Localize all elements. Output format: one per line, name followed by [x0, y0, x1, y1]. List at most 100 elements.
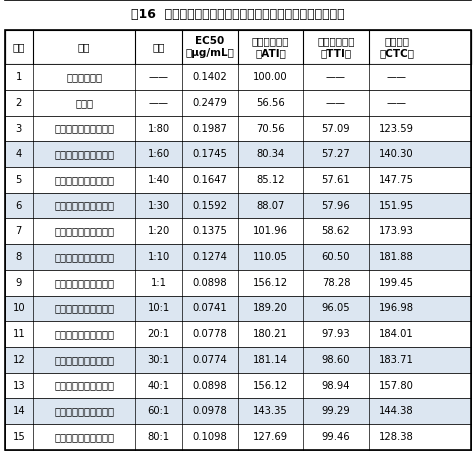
Text: 0.0774: 0.0774 [193, 355, 228, 365]
Bar [5, 296, 471, 321]
Text: 30:1: 30:1 [148, 355, 170, 365]
Text: 0.0898: 0.0898 [193, 381, 228, 391]
Text: 98.60: 98.60 [322, 355, 350, 365]
Text: 咯唑磺磺胺脲：醚菌酯: 咯唑磺磺胺脲：醚菌酯 [54, 303, 114, 313]
Text: 199.45: 199.45 [379, 278, 414, 288]
Text: 78.28: 78.28 [322, 278, 350, 288]
Text: 0.1402: 0.1402 [193, 72, 228, 82]
Text: 咯唑磺磺胺脲：醚菌酯: 咯唑磺磺胺脲：醚菌酯 [54, 226, 114, 236]
Bar [5, 167, 471, 193]
Text: 7: 7 [16, 226, 22, 236]
Text: 98.94: 98.94 [322, 381, 350, 391]
Bar [5, 424, 471, 450]
Text: 147.75: 147.75 [379, 175, 414, 185]
Text: 57.27: 57.27 [322, 149, 350, 159]
Text: 80:1: 80:1 [148, 432, 170, 442]
Text: 0.1745: 0.1745 [193, 149, 228, 159]
Text: 1:80: 1:80 [148, 123, 170, 134]
Text: 6: 6 [16, 201, 22, 211]
Text: 处置: 处置 [78, 42, 90, 52]
Text: 1:10: 1:10 [148, 252, 170, 262]
Text: 11: 11 [12, 329, 25, 339]
Text: 0.1375: 0.1375 [193, 226, 228, 236]
Text: 4: 4 [16, 149, 22, 159]
Text: 1:30: 1:30 [148, 201, 170, 211]
Bar [5, 398, 471, 424]
Bar [5, 90, 471, 116]
Text: 咯唑磺磺胺脲：醚菌酯: 咯唑磺磺胺脲：醚菌酯 [54, 355, 114, 365]
Bar [5, 193, 471, 218]
Text: 80.34: 80.34 [257, 149, 285, 159]
Text: 156.12: 156.12 [253, 278, 288, 288]
Text: 189.20: 189.20 [253, 303, 288, 313]
Text: 表16  咯唑磺胺脲和醚菌酯复配对黄瓜霜霉病的毒力测定结果: 表16 咯唑磺胺脲和醚菌酯复配对黄瓜霜霉病的毒力测定结果 [131, 8, 345, 22]
Text: ——: —— [326, 72, 346, 82]
Bar [5, 30, 471, 64]
Bar [5, 270, 471, 296]
Text: 1:1: 1:1 [151, 278, 167, 288]
Text: 88.07: 88.07 [257, 201, 285, 211]
Text: 咯唑磺磺胺脲：醚菌酯: 咯唑磺磺胺脲：醚菌酯 [54, 278, 114, 288]
Text: ——: —— [326, 98, 346, 108]
Text: 96.05: 96.05 [322, 303, 350, 313]
Text: 70.56: 70.56 [257, 123, 285, 134]
Text: 咯唑磺磺胺脲：醚菌酯: 咯唑磺磺胺脲：醚菌酯 [54, 432, 114, 442]
Text: 咯唑磺磺胺脲: 咯唑磺磺胺脲 [66, 72, 102, 82]
Text: 咯唑磺磺胺脲：醚菌酯: 咯唑磺磺胺脲：醚菌酯 [54, 252, 114, 262]
Text: ——: —— [149, 72, 169, 82]
Text: 9: 9 [16, 278, 22, 288]
Text: 184.01: 184.01 [379, 329, 414, 339]
Text: 醚菌酯: 醚菌酯 [75, 98, 93, 108]
Text: 1:60: 1:60 [148, 149, 170, 159]
Text: 0.2479: 0.2479 [193, 98, 228, 108]
Text: 0.0741: 0.0741 [193, 303, 228, 313]
Text: 181.88: 181.88 [379, 252, 414, 262]
Bar [5, 64, 471, 90]
Text: 110.05: 110.05 [253, 252, 288, 262]
Text: 156.12: 156.12 [253, 381, 288, 391]
Text: 1:40: 1:40 [148, 175, 170, 185]
Text: 5: 5 [16, 175, 22, 185]
Text: 咯唑磺磺胺脲：醚菌酯: 咯唑磺磺胺脲：醚菌酯 [54, 406, 114, 416]
Text: 60.50: 60.50 [322, 252, 350, 262]
Text: 实测毒力指数
（ATI）: 实测毒力指数 （ATI） [252, 36, 289, 58]
Text: 60:1: 60:1 [148, 406, 170, 416]
Text: 咯唑磺磺胺脲：醚菌酯: 咯唑磺磺胺脲：醚菌酯 [54, 149, 114, 159]
Text: 57.96: 57.96 [322, 201, 350, 211]
Text: 咯唑磺磺胺脲：醚菌酯: 咯唑磺磺胺脲：醚菌酯 [54, 329, 114, 339]
Text: 99.46: 99.46 [322, 432, 350, 442]
Text: 共毒系数
（CTC）: 共毒系数 （CTC） [379, 36, 414, 58]
Text: 咯唑磺磺胺脲：醚菌酯: 咯唑磺磺胺脲：醚菌酯 [54, 201, 114, 211]
Text: 196.98: 196.98 [379, 303, 414, 313]
Text: 0.1274: 0.1274 [193, 252, 228, 262]
Text: 101.96: 101.96 [253, 226, 288, 236]
Text: 143.35: 143.35 [253, 406, 288, 416]
Text: ——: —— [149, 98, 169, 108]
Text: 1:20: 1:20 [148, 226, 170, 236]
Text: 1: 1 [16, 72, 22, 82]
Text: 151.95: 151.95 [379, 201, 414, 211]
Text: 157.80: 157.80 [379, 381, 414, 391]
Text: 127.69: 127.69 [253, 432, 288, 442]
Text: 0.1647: 0.1647 [193, 175, 228, 185]
Text: 12: 12 [12, 355, 25, 365]
Bar [5, 218, 471, 244]
Text: 14: 14 [12, 406, 25, 416]
Text: 10: 10 [12, 303, 25, 313]
Bar [5, 321, 471, 347]
Text: 理论毒力指数
（TTI）: 理论毒力指数 （TTI） [317, 36, 355, 58]
Text: 144.38: 144.38 [379, 406, 414, 416]
Text: 15: 15 [12, 432, 25, 442]
Text: 咯唑磺磺胺脲：醚菌酯: 咯唑磺磺胺脲：醚菌酯 [54, 175, 114, 185]
Text: 123.59: 123.59 [379, 123, 414, 134]
Text: 0.1592: 0.1592 [192, 201, 228, 211]
Text: 8: 8 [16, 252, 22, 262]
Bar [5, 141, 471, 167]
Text: 57.61: 57.61 [322, 175, 350, 185]
Text: 100.00: 100.00 [253, 72, 288, 82]
Bar [5, 244, 471, 270]
Text: ——: —— [387, 98, 407, 108]
Text: 99.29: 99.29 [322, 406, 350, 416]
Text: 0.0898: 0.0898 [193, 278, 228, 288]
Text: 140.30: 140.30 [379, 149, 414, 159]
